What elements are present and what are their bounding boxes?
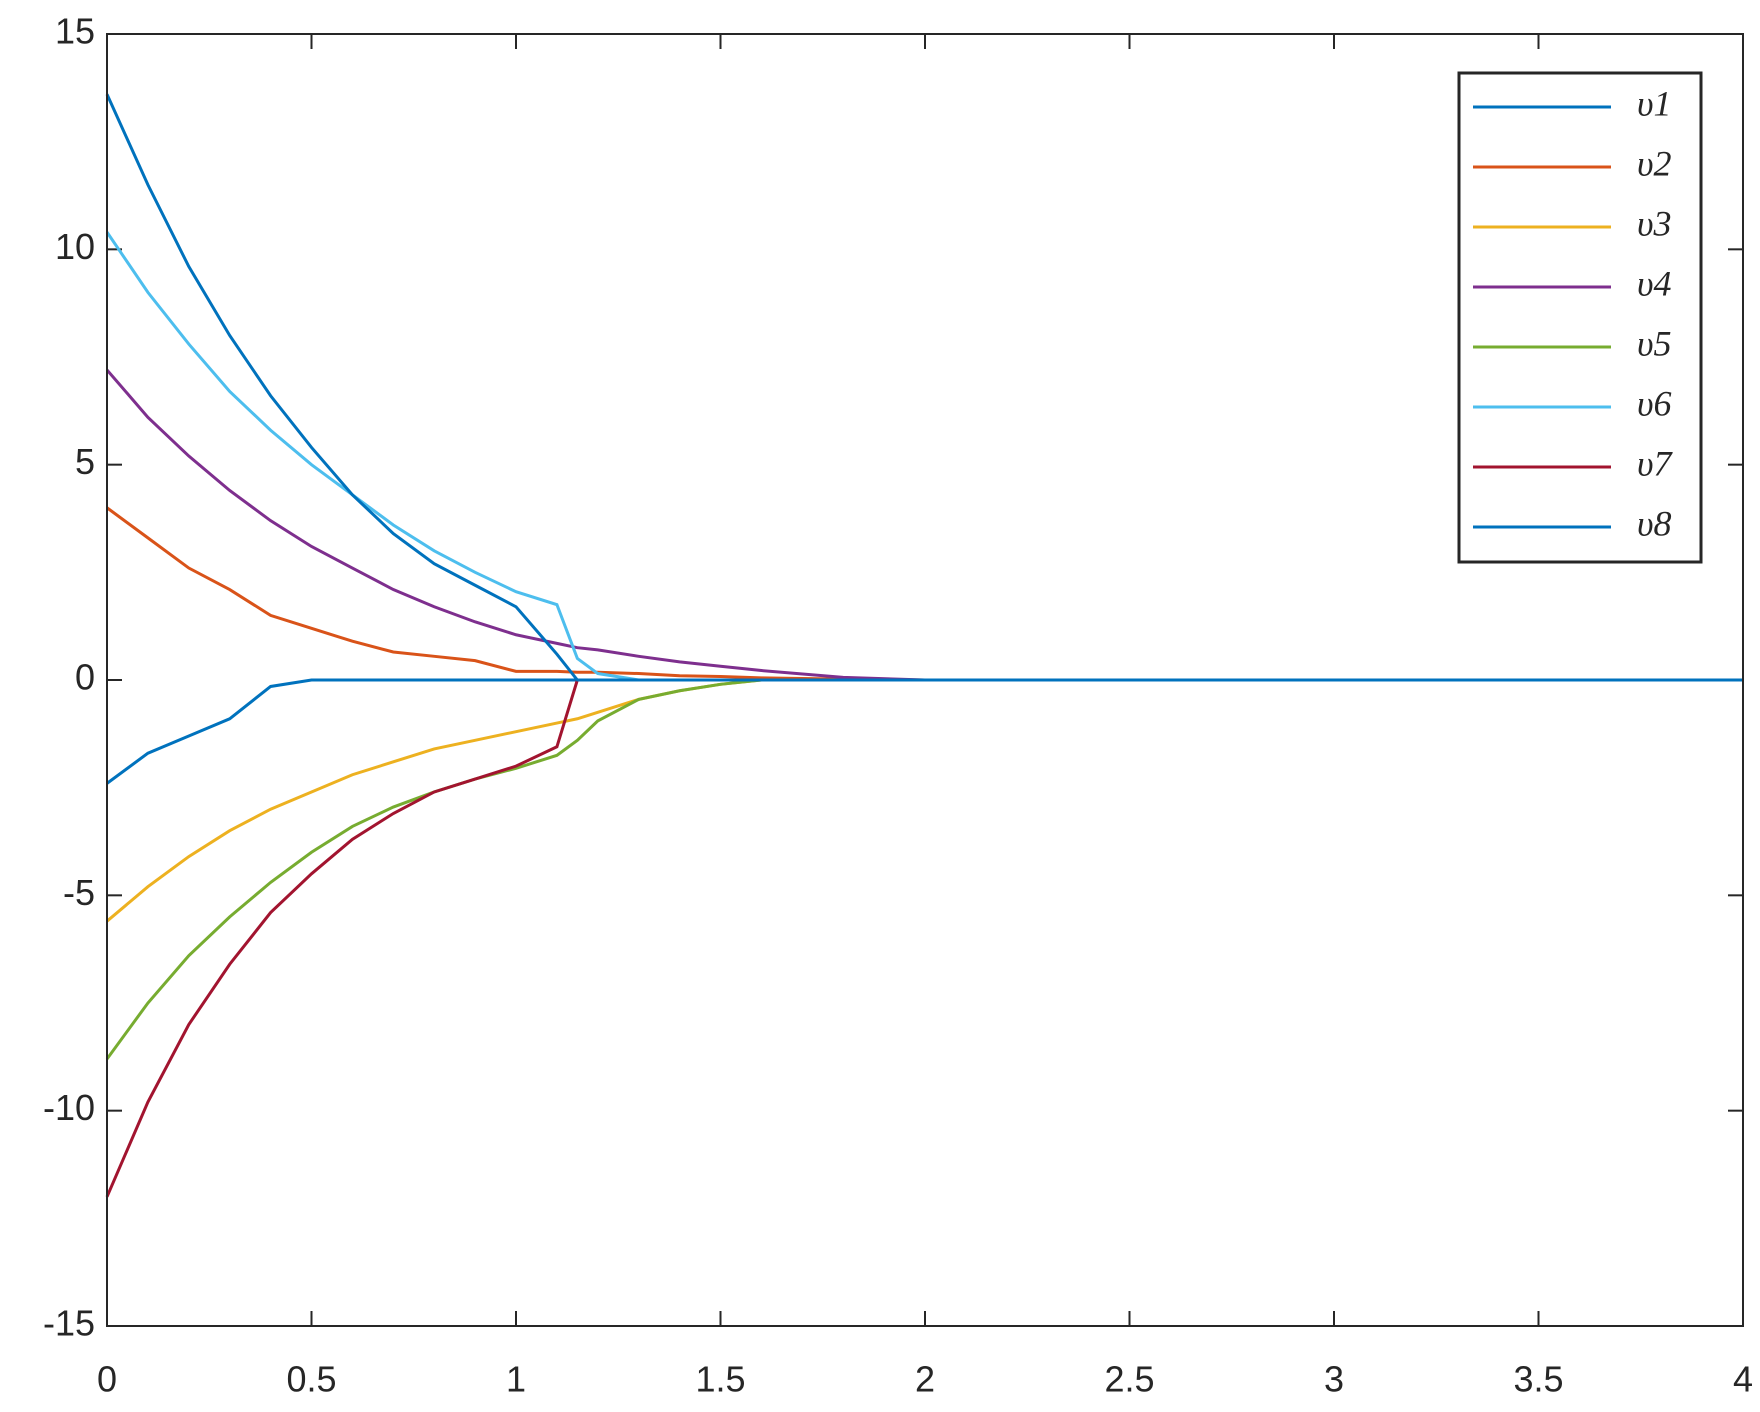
x-tick-label: 3: [1324, 1359, 1344, 1400]
series-line: [105, 93, 1743, 682]
legend-label: υ2: [1637, 143, 1672, 183]
axes-box: [106, 33, 1744, 1327]
y-tick-label: 15: [55, 11, 95, 52]
x-tick-label: 4: [1733, 1359, 1753, 1400]
y-tick-label: 5: [75, 441, 95, 482]
x-tick-label: 1: [506, 1359, 526, 1400]
y-tick-label: -5: [63, 872, 95, 913]
x-tick-label: 2: [915, 1359, 935, 1400]
x-tick-label: 2.5: [1104, 1359, 1154, 1400]
legend-label: υ3: [1637, 203, 1672, 243]
legend-label: υ6: [1637, 383, 1672, 423]
x-tick-label: 0.5: [286, 1359, 336, 1400]
y-tick-label: -10: [43, 1087, 95, 1128]
legend-label: υ7: [1637, 443, 1674, 483]
y-tick-label: 10: [55, 226, 95, 267]
legend-label: υ8: [1637, 503, 1672, 543]
x-tick-label: 1.5: [695, 1359, 745, 1400]
series-line: [105, 368, 1743, 682]
x-tick-label: 3.5: [1513, 1359, 1563, 1400]
legend-label: υ5: [1637, 323, 1672, 363]
legend-label: υ1: [1637, 83, 1672, 123]
legend-box: [1457, 71, 1703, 564]
series-line: [106, 506, 1743, 682]
y-tick-label: 0: [75, 657, 95, 698]
y-tick-label: -15: [43, 1303, 95, 1344]
legend-label: υ4: [1637, 263, 1672, 303]
x-tick-label: 0: [97, 1359, 117, 1400]
